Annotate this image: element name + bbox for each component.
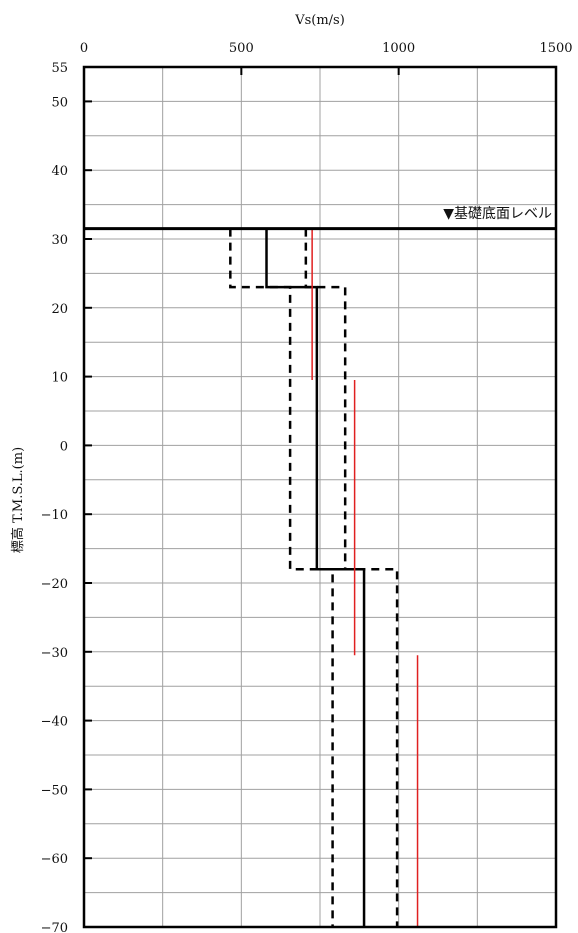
x-axis-title: Vs(m/s) [294,13,345,28]
y-tick-label-4: 20 [51,302,68,317]
dashed-black-right-series-line [304,228,399,927]
y-tick-label-10: −40 [41,715,68,730]
x-tick-label-2: 1000 [382,41,415,56]
y-tick-label-3: 30 [51,233,68,248]
series-layer [229,228,419,927]
plot-border [82,65,558,929]
y-tick-label-6: 0 [60,439,68,454]
x-tick-label-0: 0 [80,41,88,56]
foundation-level-label: ▼基礎底面レベル [443,205,552,222]
y-axis-title: 標高 T.M.S.L.(m) [10,447,26,553]
y-tick-label-8: −20 [41,577,68,592]
solid-black-series-line [265,228,366,927]
y-tick-label-2: 40 [51,164,68,179]
grid-lines [84,67,556,927]
y-tick-label-12: −60 [41,852,68,867]
y-tick-label-13: −70 [41,921,68,933]
dashed-black-left-series-line [229,228,334,927]
y-tick-label-9: −30 [41,646,68,661]
y-tick-label-11: −50 [41,783,68,798]
y-tick-label-5: 10 [51,371,68,386]
y-tick-label-0: 55 [51,61,68,76]
y-tick-label-7: −10 [41,508,68,523]
plot-frame [82,65,558,929]
y-tick-label-1: 50 [51,95,68,110]
tick-labels: 0 500 1000 1500 55 50 40 30 20 10 0 −10 −20 −30 −40 −50… [41,41,573,933]
x-tick-label-3: 1500 [539,41,572,56]
x-tick-label-1: 500 [229,41,254,56]
